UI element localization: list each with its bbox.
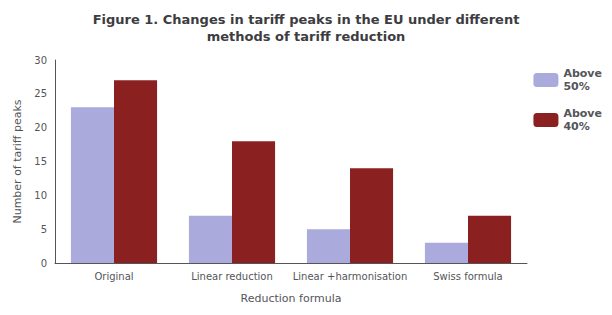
svg-text:Reduction formula: Reduction formula	[241, 292, 342, 305]
svg-text:Above: Above	[563, 67, 602, 80]
svg-text:10: 10	[34, 190, 47, 201]
svg-text:Figure 1. Changes in tariff pe: Figure 1. Changes in tariff peaks in the…	[93, 12, 520, 27]
svg-text:Above: Above	[563, 107, 602, 120]
svg-text:Number of tariff peaks: Number of tariff peaks	[11, 99, 24, 223]
svg-text:Swiss formula: Swiss formula	[433, 271, 502, 282]
svg-text:methods of tariff reduction: methods of tariff reduction	[207, 29, 406, 44]
svg-text:25: 25	[34, 88, 47, 99]
svg-text:0: 0	[41, 258, 47, 269]
svg-text:Original: Original	[94, 271, 133, 282]
svg-text:50%: 50%	[563, 80, 589, 93]
svg-text:20: 20	[34, 122, 47, 133]
svg-text:5: 5	[41, 224, 47, 235]
svg-text:15: 15	[34, 156, 47, 167]
svg-text:Linear reduction: Linear reduction	[191, 271, 273, 282]
svg-text:30: 30	[34, 55, 47, 66]
svg-text:Linear +harmonisation: Linear +harmonisation	[293, 271, 408, 282]
svg-text:40%: 40%	[563, 120, 589, 133]
